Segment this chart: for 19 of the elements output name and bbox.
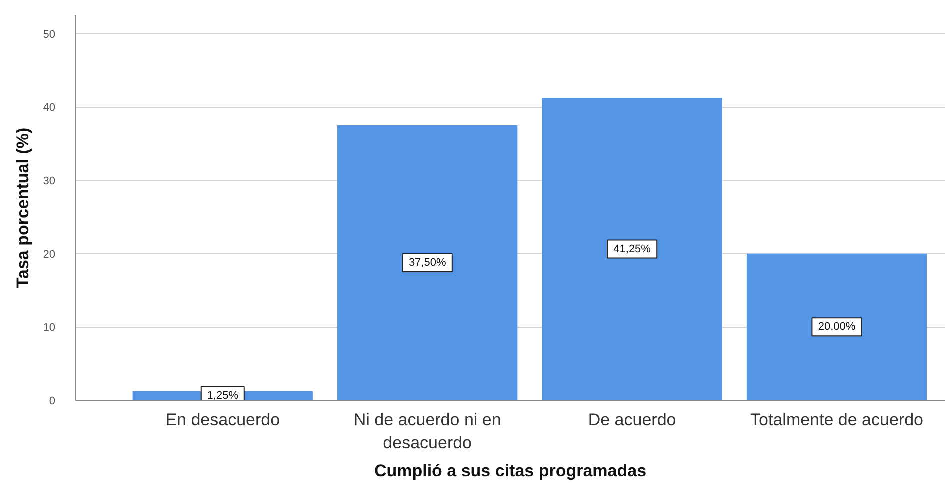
data-label: 1,25% bbox=[207, 390, 239, 402]
data-label: 20,00% bbox=[818, 321, 856, 334]
data-label: 37,50% bbox=[408, 257, 446, 269]
y-axis-title: Tasa porcentual (%) bbox=[13, 128, 32, 288]
bar bbox=[746, 254, 928, 400]
x-tick-label: De acuerdo bbox=[588, 410, 676, 430]
bar bbox=[542, 98, 722, 400]
y-tick-label: 10 bbox=[43, 322, 56, 334]
x-tick-label: Ni de acuerdo ni en desacuerdo bbox=[354, 410, 502, 452]
y-tick-label: 0 bbox=[49, 396, 56, 408]
y-tick-label: 50 bbox=[43, 28, 56, 41]
x-tick-label: Totalmente de acuerdo bbox=[750, 410, 924, 430]
x-tick-label: En desacuerdo bbox=[166, 410, 280, 430]
y-tick-label: 20 bbox=[43, 248, 56, 261]
bar bbox=[338, 126, 518, 400]
y-tick-label: 40 bbox=[43, 102, 56, 114]
x-axis-title: Cumplió a sus citas programadas bbox=[374, 461, 647, 480]
y-tick-label: 30 bbox=[43, 176, 56, 188]
data-label: 41,25% bbox=[614, 243, 652, 256]
